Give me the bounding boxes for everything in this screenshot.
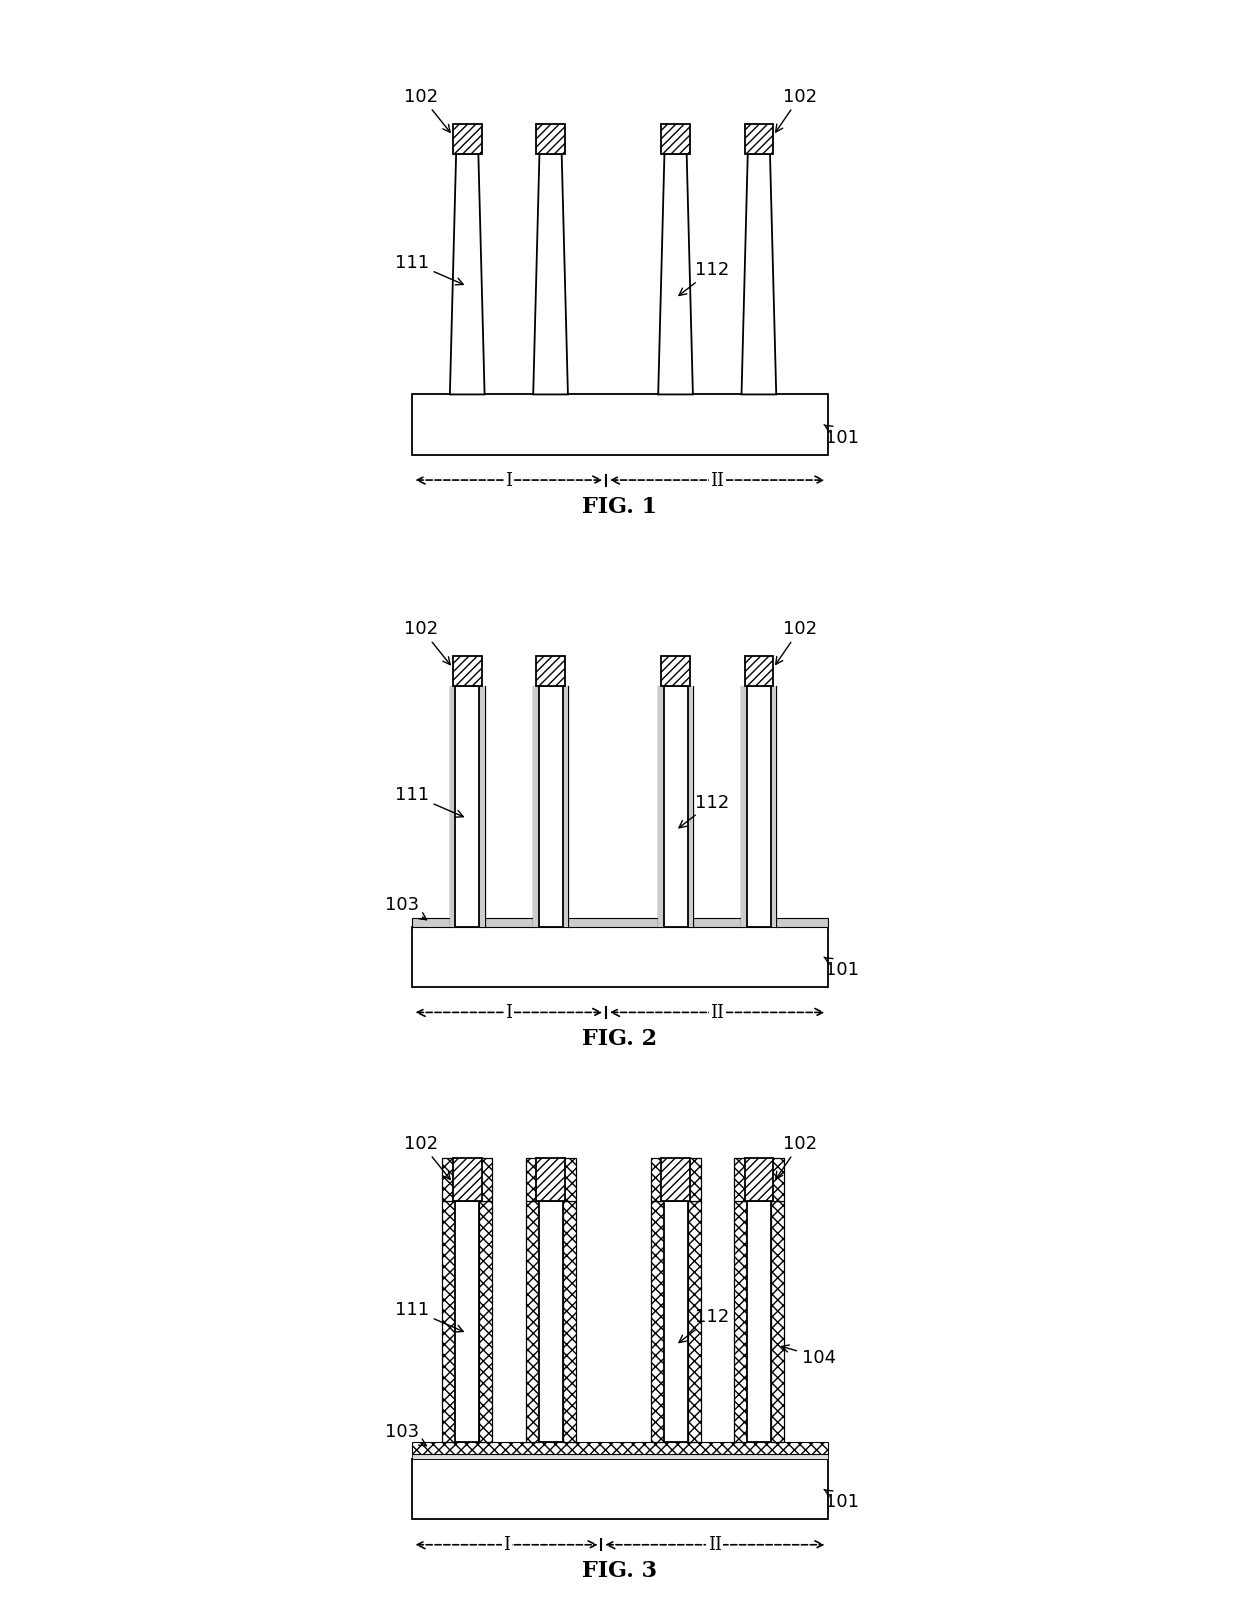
Bar	[455, 686, 480, 927]
Text: 103: 103	[386, 895, 427, 921]
Bar	[412, 1454, 828, 1459]
Polygon shape	[742, 154, 776, 395]
Polygon shape	[533, 686, 538, 927]
Bar	[744, 657, 774, 686]
Polygon shape	[688, 1159, 701, 1200]
Polygon shape	[658, 686, 663, 927]
Text: 102: 102	[776, 1135, 817, 1180]
Text: I: I	[506, 1003, 512, 1022]
Polygon shape	[742, 686, 746, 927]
Polygon shape	[688, 1200, 701, 1441]
Text: 111: 111	[394, 254, 464, 286]
Bar	[661, 657, 689, 686]
Text: FIG. 1: FIG. 1	[583, 495, 657, 517]
Bar	[663, 1200, 688, 1441]
Text: 111: 111	[394, 1300, 464, 1332]
Bar	[661, 1159, 689, 1200]
Polygon shape	[688, 686, 693, 927]
Bar	[453, 657, 481, 686]
Polygon shape	[480, 686, 485, 927]
Bar	[455, 1200, 480, 1441]
Bar	[744, 1159, 774, 1200]
Bar	[538, 1200, 563, 1441]
Bar	[536, 125, 565, 154]
Text: 102: 102	[404, 1135, 450, 1180]
Bar	[663, 686, 688, 927]
Polygon shape	[443, 1159, 455, 1200]
Text: II: II	[711, 1003, 724, 1022]
Bar	[412, 1441, 828, 1454]
Text: 102: 102	[776, 88, 817, 133]
Bar	[538, 686, 563, 927]
Polygon shape	[563, 1200, 575, 1441]
Text: 102: 102	[404, 88, 450, 133]
Text: 102: 102	[404, 620, 450, 665]
Polygon shape	[651, 1200, 663, 1441]
Text: I: I	[506, 471, 512, 489]
Bar	[746, 686, 771, 927]
Bar	[412, 927, 828, 987]
Bar	[746, 1200, 771, 1441]
Polygon shape	[563, 686, 568, 927]
Polygon shape	[734, 1200, 746, 1441]
Text: 112: 112	[680, 1308, 729, 1343]
Polygon shape	[771, 686, 776, 927]
Text: 104: 104	[781, 1345, 836, 1366]
Text: 112: 112	[680, 260, 729, 296]
Bar	[412, 1459, 828, 1519]
Bar	[744, 125, 774, 154]
Polygon shape	[533, 154, 568, 395]
Text: 112: 112	[680, 794, 729, 828]
Polygon shape	[450, 686, 455, 927]
Text: 101: 101	[825, 1490, 859, 1511]
Bar	[536, 1159, 565, 1200]
Polygon shape	[771, 1159, 784, 1200]
Polygon shape	[480, 1200, 492, 1441]
Bar	[453, 1159, 481, 1200]
Polygon shape	[651, 1159, 663, 1200]
Text: II: II	[711, 471, 724, 489]
Polygon shape	[450, 154, 485, 395]
Polygon shape	[443, 1200, 455, 1441]
Polygon shape	[526, 1159, 538, 1200]
Polygon shape	[480, 1159, 492, 1200]
Text: FIG. 2: FIG. 2	[583, 1027, 657, 1049]
Text: II: II	[708, 1535, 722, 1554]
Polygon shape	[526, 1200, 538, 1441]
Text: 101: 101	[825, 426, 859, 447]
Bar	[412, 395, 828, 455]
Text: 103: 103	[386, 1422, 427, 1446]
Bar	[412, 919, 828, 927]
Polygon shape	[563, 1159, 575, 1200]
Bar	[661, 125, 689, 154]
Text: 101: 101	[825, 958, 859, 979]
Polygon shape	[658, 154, 693, 395]
Bar	[536, 657, 565, 686]
Bar	[453, 125, 481, 154]
Text: FIG. 3: FIG. 3	[583, 1559, 657, 1581]
Polygon shape	[771, 1200, 784, 1441]
Text: I: I	[503, 1535, 510, 1554]
Text: 102: 102	[776, 620, 817, 665]
Text: 111: 111	[394, 786, 464, 818]
Polygon shape	[734, 1159, 746, 1200]
